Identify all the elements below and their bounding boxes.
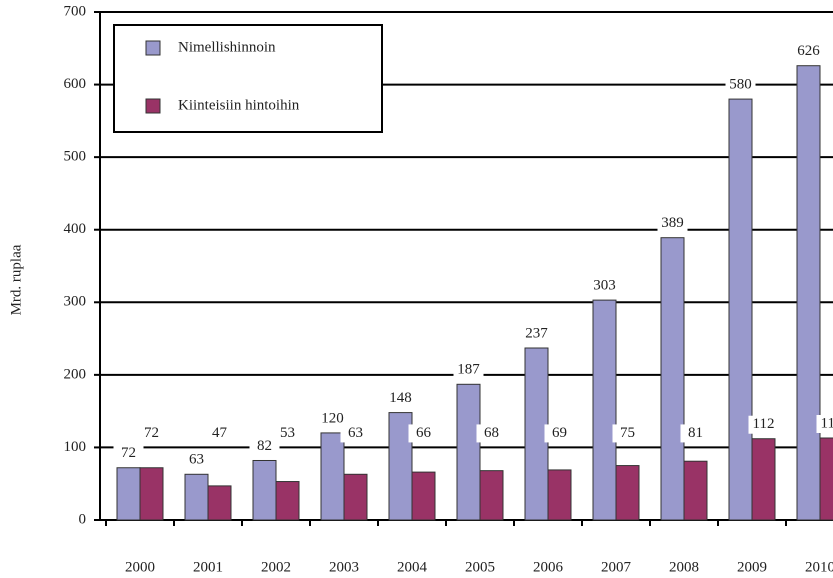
value-label-bg	[725, 76, 756, 95]
value-label: 187	[457, 362, 480, 378]
value-label-bg	[657, 214, 688, 233]
value-label: 63	[348, 425, 363, 441]
bar	[592, 299, 617, 521]
x-tick-label: 2008	[669, 559, 699, 575]
value-label: 303	[593, 278, 616, 294]
value-label: 148	[389, 390, 412, 406]
x-tick-label: 2009	[737, 559, 767, 575]
value-label-bg	[408, 424, 439, 443]
value-label-bg	[521, 325, 552, 344]
bar	[660, 237, 685, 521]
bar	[275, 481, 300, 521]
bar	[343, 473, 368, 521]
bar	[547, 469, 572, 521]
x-tick-label: 2007	[601, 559, 632, 575]
bar	[751, 438, 776, 521]
value-label: 69	[552, 425, 567, 441]
value-label-bg	[181, 451, 212, 470]
value-label-bg	[272, 424, 303, 443]
bar	[728, 98, 753, 521]
value-label-bg	[476, 424, 507, 443]
bar	[139, 467, 164, 521]
bar	[411, 471, 436, 521]
value-label: 72	[121, 445, 136, 461]
value-label-bg	[249, 437, 280, 456]
value-label-bg	[136, 424, 167, 443]
bar	[252, 459, 277, 521]
value-label: 113	[821, 415, 833, 431]
value-label-bg	[317, 409, 348, 428]
x-tick-label: 2001	[193, 559, 223, 575]
legend-swatch	[145, 40, 161, 56]
bar	[184, 473, 209, 521]
bar	[615, 465, 640, 521]
x-tick-label: 2002	[261, 559, 291, 575]
value-label-bg	[385, 389, 416, 408]
y-tick-label: 500	[64, 149, 87, 165]
bar	[819, 437, 833, 521]
bar	[388, 412, 413, 521]
value-label-bg	[340, 424, 371, 443]
x-tick-label: 2010	[805, 559, 833, 575]
bar	[116, 467, 141, 521]
value-label: 81	[688, 425, 703, 441]
y-tick-label: 700	[64, 3, 87, 19]
value-label-bg	[748, 415, 779, 434]
bar	[683, 460, 708, 521]
value-label: 237	[525, 325, 548, 341]
value-label-bg	[816, 414, 833, 433]
bar	[796, 65, 821, 521]
value-label: 112	[753, 416, 775, 432]
y-tick-label: 0	[79, 511, 87, 527]
value-label-bg	[589, 277, 620, 296]
y-axis-label: Mrd. ruplaa	[8, 244, 24, 315]
value-label: 63	[189, 452, 204, 468]
bar	[207, 485, 232, 521]
legend-swatch	[145, 98, 161, 114]
y-tick-label: 100	[64, 439, 87, 455]
legend-label: Nimellishinnoin	[178, 39, 276, 55]
value-label: 72	[144, 425, 159, 441]
value-label: 626	[797, 43, 820, 59]
y-tick-label: 200	[64, 366, 87, 382]
value-label-bg	[113, 444, 144, 463]
value-label: 47	[212, 425, 228, 441]
value-label: 75	[620, 425, 635, 441]
value-label-bg	[680, 424, 711, 443]
value-label-bg	[544, 424, 575, 443]
y-tick-label: 600	[64, 76, 87, 92]
x-tick-label: 2006	[533, 559, 564, 575]
value-label-bg	[612, 424, 643, 443]
bar	[479, 470, 504, 521]
legend-label: Kiinteisiin hintoihin	[178, 97, 300, 113]
value-label: 120	[321, 410, 344, 426]
x-tick-label: 2000	[125, 559, 155, 575]
x-tick-label: 2004	[397, 559, 428, 575]
y-tick-label: 400	[64, 221, 87, 237]
value-label-bg	[453, 361, 484, 380]
value-label: 53	[280, 425, 295, 441]
value-label-bg	[204, 424, 235, 443]
value-label: 66	[416, 425, 432, 441]
value-label: 389	[661, 215, 684, 231]
bar	[456, 383, 481, 521]
x-tick-label: 2005	[465, 559, 495, 575]
value-label: 82	[257, 438, 272, 454]
value-label: 68	[484, 425, 499, 441]
x-tick-label: 2003	[329, 559, 359, 575]
bar	[320, 432, 345, 521]
value-label-bg	[793, 42, 824, 61]
y-tick-label: 300	[64, 294, 87, 310]
value-label: 580	[729, 77, 752, 93]
